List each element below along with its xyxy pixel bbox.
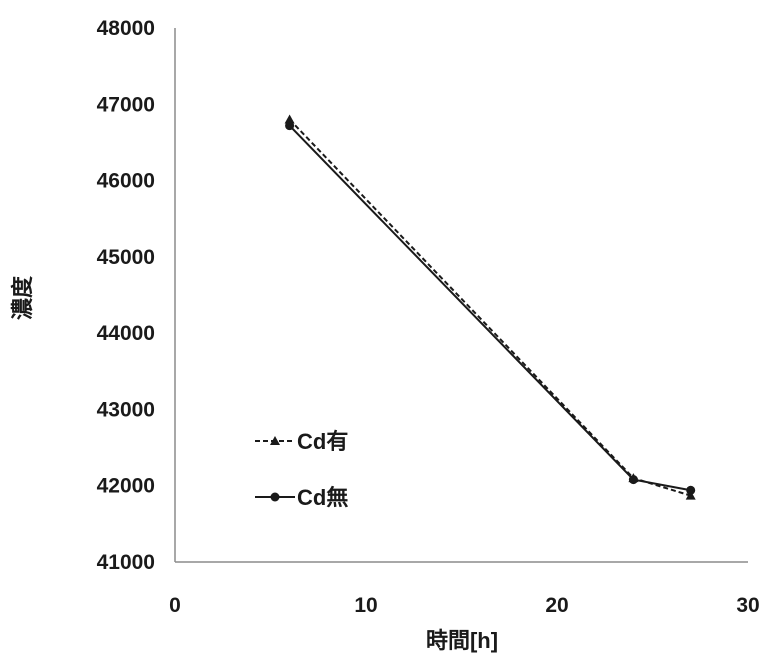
x-tick-label: 30 <box>736 594 759 617</box>
legend-label: Cd無 <box>297 485 348 510</box>
y-tick-label: 48000 <box>97 17 155 40</box>
legend-marker <box>270 492 280 502</box>
data-point <box>628 475 638 485</box>
tick-labels: 41000 42000 43000 44000 45000 46000 47000 48000… <box>97 17 760 617</box>
legend-label: Cd有 <box>297 429 348 454</box>
y-tick-label: 42000 <box>97 475 155 498</box>
y-tick-label: 41000 <box>97 551 155 574</box>
x-tick-label: 20 <box>545 594 568 617</box>
series-line <box>288 118 691 497</box>
axes <box>174 28 748 563</box>
x-axis-title: 時間[h] <box>426 628 498 653</box>
data-point <box>686 485 696 495</box>
series-layer <box>284 114 696 500</box>
data-point <box>285 121 295 131</box>
y-tick-label: 45000 <box>97 246 155 269</box>
x-tick-label: 10 <box>354 594 377 617</box>
y-tick-label: 47000 <box>97 93 155 116</box>
series-line <box>288 124 691 492</box>
y-tick-label: 44000 <box>97 322 155 345</box>
data-point <box>284 114 295 124</box>
y-tick-label: 43000 <box>97 398 155 421</box>
y-axis-title: 濃度 <box>10 275 35 320</box>
legend: Cd有 Cd無 <box>255 429 348 510</box>
legend-item: Cd有 <box>255 429 348 454</box>
series-2 <box>285 121 696 495</box>
data-point <box>685 490 696 500</box>
legend-item: Cd無 <box>255 485 348 510</box>
y-tick-label: 46000 <box>97 170 155 193</box>
legend-marker <box>270 436 280 445</box>
x-tick-label: 0 <box>169 594 181 617</box>
